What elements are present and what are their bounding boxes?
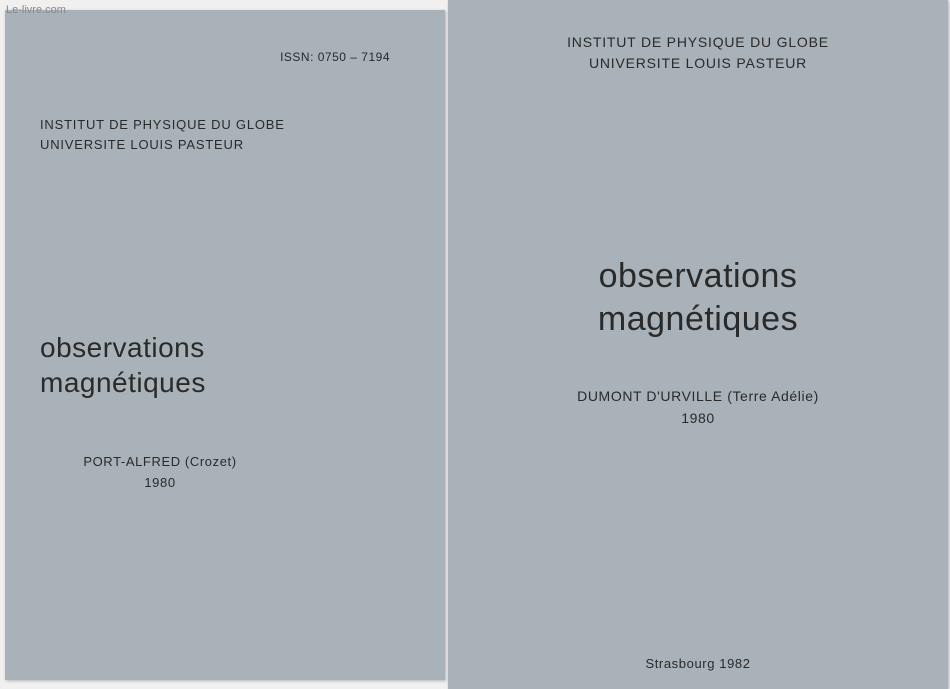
watermark-text: Le-livre.com (6, 4, 66, 16)
location-text: DUMONT D'URVILLE (Terre Adélie) (448, 385, 948, 407)
title-right: observations magnétiques (448, 255, 948, 340)
title-line1: observations (40, 330, 206, 365)
institution-line1: INSTITUT DE PHYSIQUE DU GLOBE (448, 32, 948, 53)
title-line2: magnétiques (448, 298, 948, 341)
institution-right: INSTITUT DE PHYSIQUE DU GLOBE UNIVERSITE… (448, 32, 948, 74)
location-text: PORT-ALFRED (Crozet) (40, 452, 280, 473)
title-left: observations magnétiques (40, 330, 206, 400)
title-line1: observations (448, 255, 948, 298)
institution-line1: INSTITUT DE PHYSIQUE DU GLOBE (40, 115, 285, 135)
institution-left: INSTITUT DE PHYSIQUE DU GLOBE UNIVERSITE… (40, 115, 285, 154)
location-left: PORT-ALFRED (Crozet) 1980 (40, 452, 280, 494)
footer-right: Strasbourg 1982 (448, 656, 948, 671)
year-text: 1980 (448, 407, 948, 429)
institution-line2: UNIVERSITE LOUIS PASTEUR (40, 135, 285, 155)
institution-line2: UNIVERSITE LOUIS PASTEUR (448, 53, 948, 74)
cover-left: ISSN: 0750 – 7194 INSTITUT DE PHYSIQUE D… (5, 10, 445, 680)
issn-label: ISSN: 0750 – 7194 (280, 50, 390, 64)
cover-right: INSTITUT DE PHYSIQUE DU GLOBE UNIVERSITE… (448, 0, 948, 689)
title-line2: magnétiques (40, 365, 206, 400)
year-text: 1980 (40, 473, 280, 494)
location-right: DUMONT D'URVILLE (Terre Adélie) 1980 (448, 385, 948, 430)
